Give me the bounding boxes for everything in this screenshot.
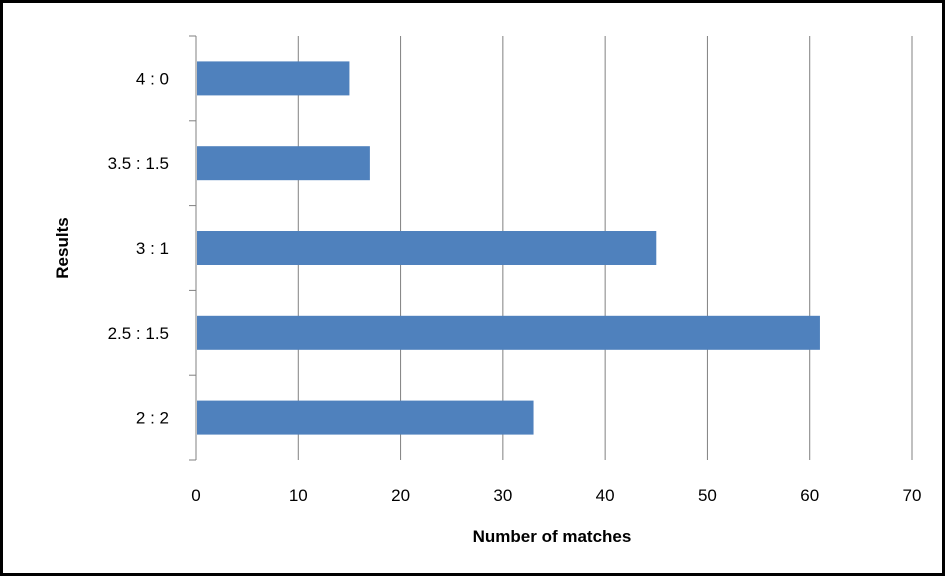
x-tick-label: 20 [391,486,410,505]
bar [197,400,534,435]
y-axis-title: Results [53,217,72,278]
x-tick-label: 0 [191,486,200,505]
bars [197,61,820,435]
bar [197,146,370,181]
x-tick-label: 70 [903,486,922,505]
y-tick-label: 3.5 : 1.5 [108,154,169,173]
bar [197,231,657,265]
x-axis-title: Number of matches [473,527,632,546]
y-tick-label: 2 : 2 [136,409,169,428]
y-tick-label: 4 : 0 [136,69,169,88]
x-tick-label: 60 [800,486,819,505]
axes [189,35,197,461]
bar [197,315,820,350]
y-tick-label: 2.5 : 1.5 [108,324,169,343]
x-tick-label: 50 [698,486,717,505]
x-tick-label: 40 [596,486,615,505]
bar [197,61,350,96]
gridlines [297,36,913,460]
y-tick-labels: 4 : 0 3.5 : 1.5 3 : 1 2.5 : 1.5 2 : 2 [108,69,169,427]
y-tick-label: 3 : 1 [136,239,169,258]
x-tick-label: 30 [493,486,512,505]
x-tick-label: 10 [289,486,308,505]
x-tick-labels: 0 10 20 30 40 50 60 70 [191,486,921,505]
